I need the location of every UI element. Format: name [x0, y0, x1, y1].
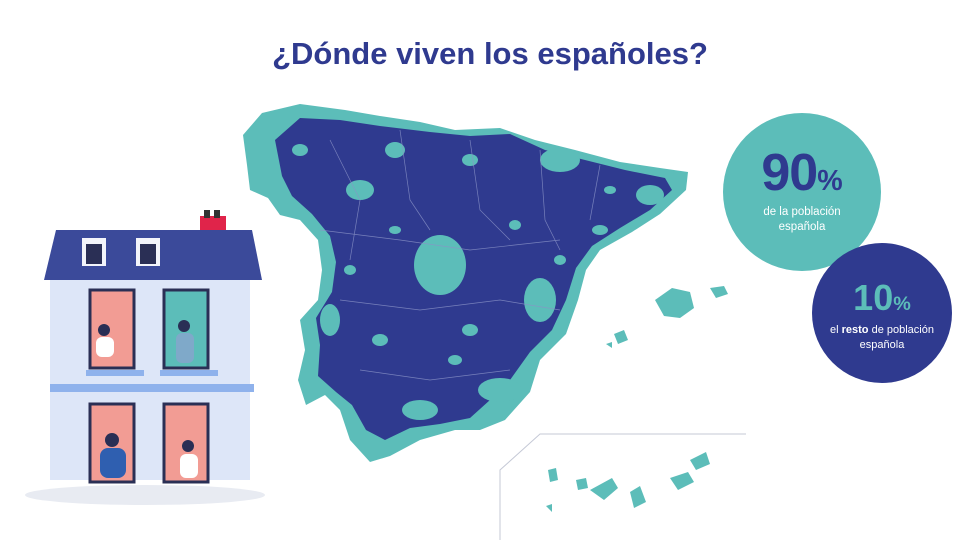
balearic-islands [606, 286, 728, 348]
stat-bubble-majority: 90% de la población española [723, 113, 881, 271]
page-title: ¿Dónde viven los españoles? [272, 36, 708, 71]
stat-minority-caption: el resto de población española [830, 324, 934, 351]
stat-bubble-minority: 10% el resto de población española [812, 243, 952, 383]
populated-patches [292, 142, 664, 420]
unpopulated-area [275, 118, 672, 440]
stat-majority-value: 90% [761, 144, 843, 202]
stat-minority-value: 10% [853, 277, 911, 318]
province-borders [319, 129, 601, 381]
canary-inset-frame [499, 433, 746, 540]
stat-majority-caption: de la población española [763, 206, 841, 233]
canary-islands [546, 452, 710, 512]
